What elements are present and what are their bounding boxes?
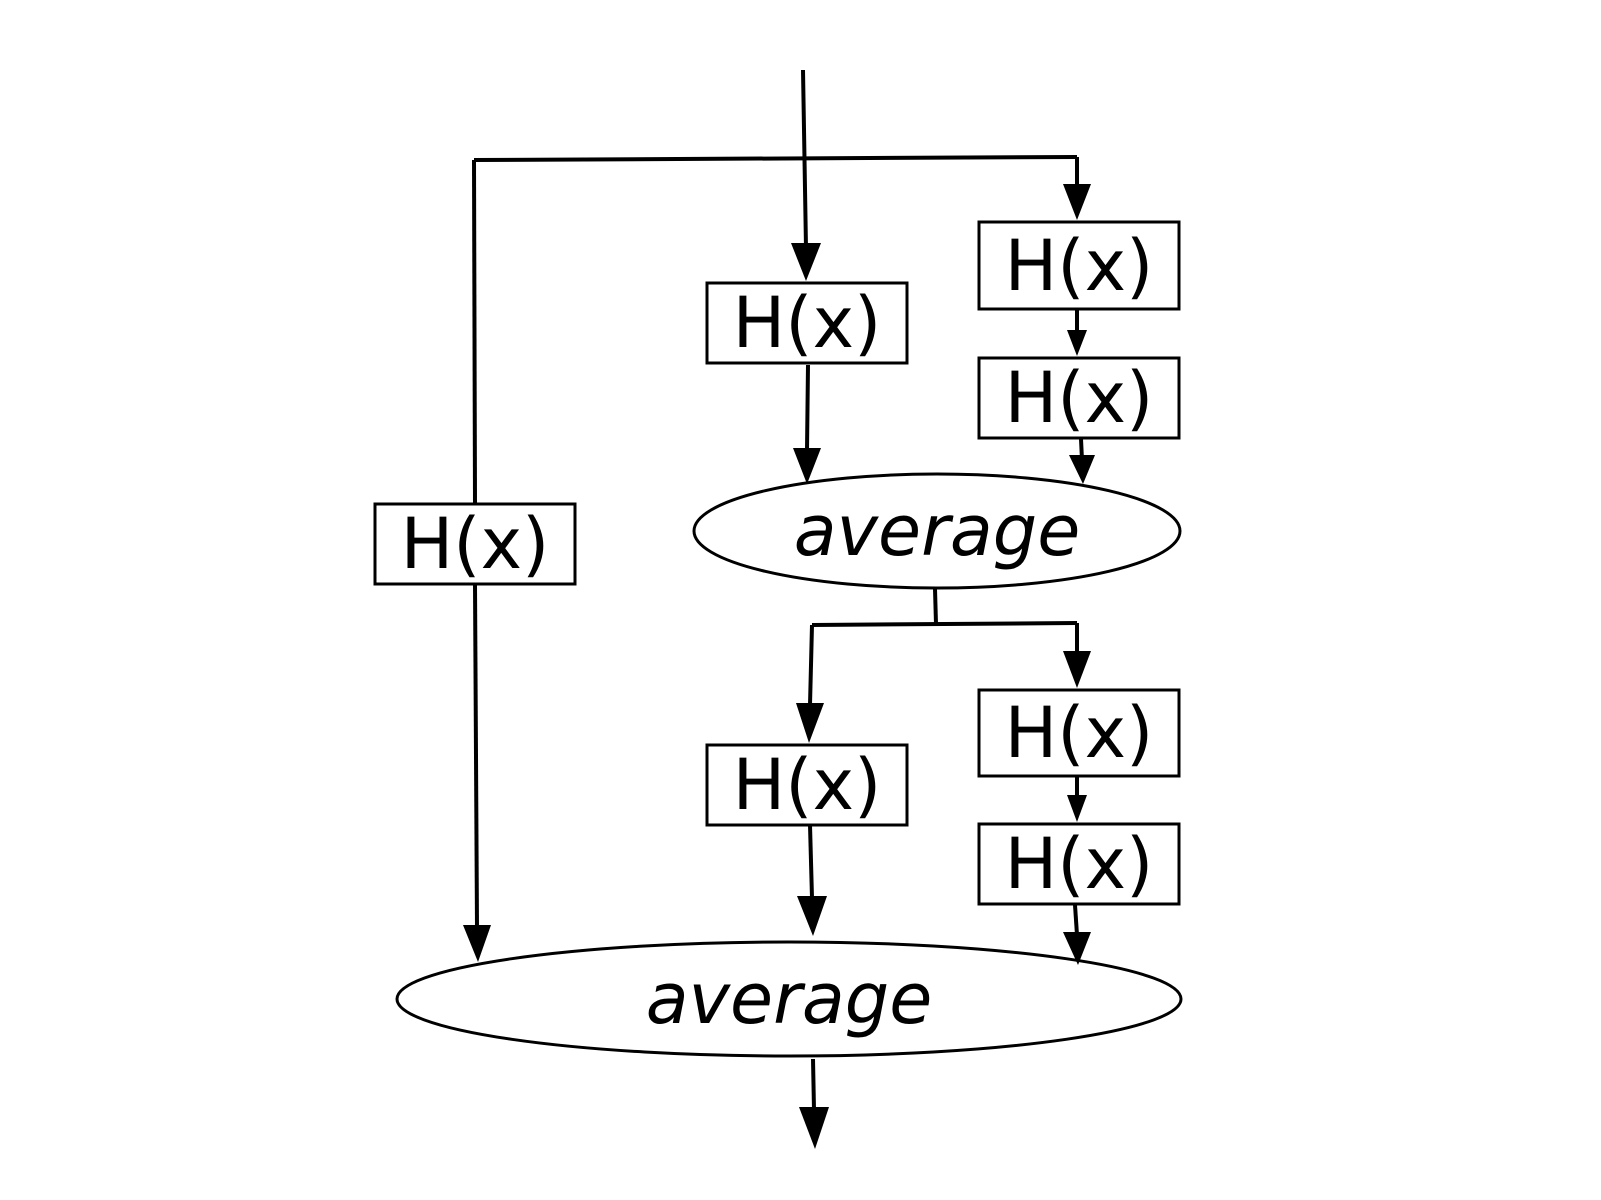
arrowhead-h-main — [791, 243, 821, 281]
box-h-right-2: H(x) — [979, 357, 1179, 439]
box-h-main: H(x) — [707, 282, 907, 364]
arrowhead-h-right-1 — [1063, 184, 1091, 220]
edge-split-to-h-main-2 — [810, 625, 812, 705]
edge-h-main-2-to-average-2 — [810, 825, 812, 898]
arrowhead-average-2-left — [463, 925, 491, 962]
edge-average-2-to-output — [813, 1059, 814, 1110]
box-label: H(x) — [1005, 692, 1154, 774]
arrowhead-average-1-left — [793, 448, 821, 484]
arrowhead-output — [799, 1107, 829, 1149]
oval-average-1: average — [694, 474, 1180, 588]
box-h-right-3: H(x) — [979, 690, 1179, 776]
box-label: H(x) — [401, 503, 550, 585]
box-label: H(x) — [733, 282, 882, 364]
edge-split-bar-middle — [812, 623, 1077, 625]
edge-split-bar-top — [474, 157, 1077, 160]
box-h-main-2: H(x) — [707, 744, 907, 826]
box-label: H(x) — [1005, 225, 1154, 307]
arrowhead-h-right-2 — [1067, 330, 1087, 356]
oval-label: average — [794, 490, 1081, 572]
edge-split-to-h-left — [474, 160, 475, 503]
arrowhead-average-2-middle — [797, 896, 827, 936]
edge-h-right-4-to-average-2 — [1075, 905, 1077, 935]
box-h-right-1: H(x) — [979, 222, 1179, 309]
box-label: H(x) — [733, 744, 882, 826]
box-label: H(x) — [1005, 357, 1154, 439]
arrowhead-average-1-right — [1069, 455, 1095, 484]
oval-label: average — [646, 958, 933, 1040]
box-h-left: H(x) — [375, 503, 575, 585]
edge-average-1-to-split-bar — [935, 589, 936, 624]
edge-h-main-to-average-1 — [807, 365, 808, 450]
box-label: H(x) — [1005, 823, 1154, 905]
arrowhead-h-right-4 — [1067, 795, 1087, 822]
edge-h-left-to-average-2 — [475, 584, 477, 928]
box-h-right-4: H(x) — [979, 823, 1179, 905]
arrowhead-h-main-2 — [796, 703, 824, 743]
arrowhead-h-right-3 — [1063, 651, 1091, 688]
oval-average-2: average — [397, 942, 1181, 1056]
